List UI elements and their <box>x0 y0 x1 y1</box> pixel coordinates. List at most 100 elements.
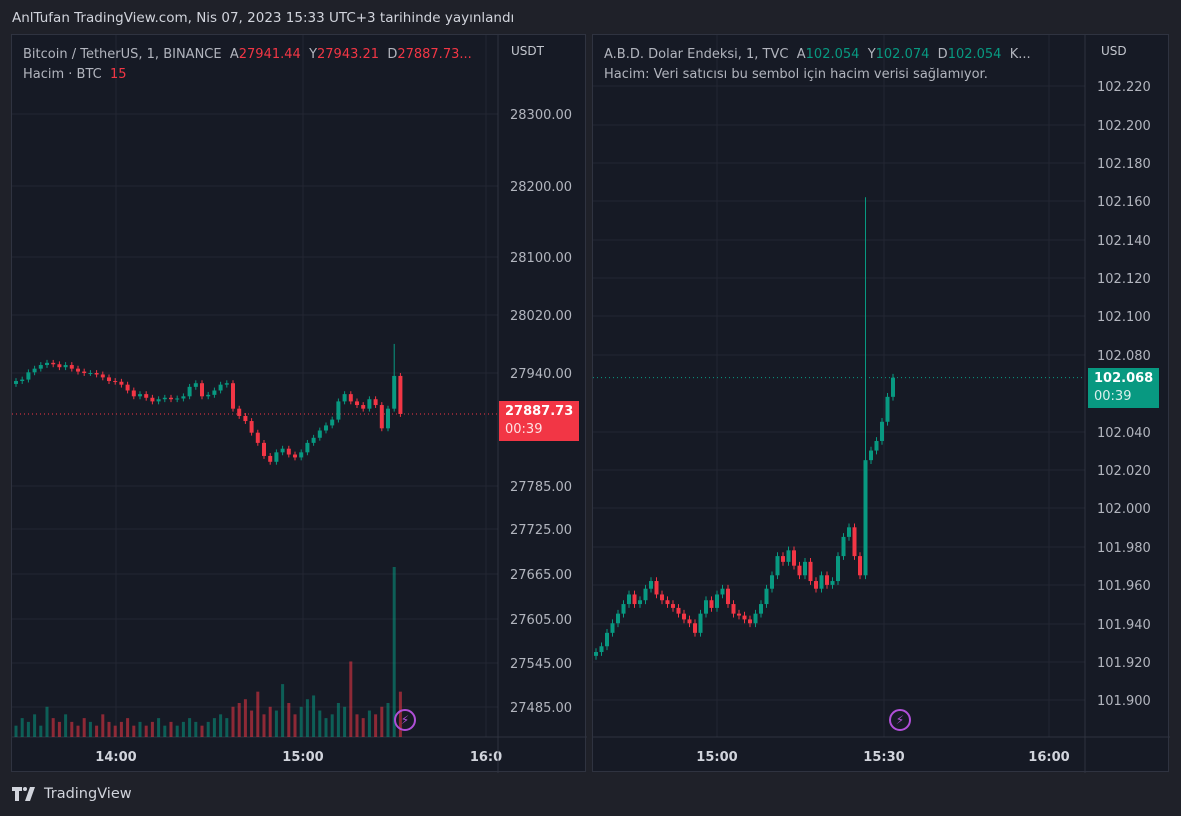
candle-body <box>243 415 248 422</box>
tradingview-logo-icon <box>12 787 35 801</box>
volume-bar <box>188 718 192 737</box>
volume-bar <box>88 721 92 737</box>
candle-body <box>398 375 403 414</box>
lightning-icon[interactable]: ⚡ <box>394 709 416 731</box>
volume-bar <box>330 714 334 737</box>
candle-body <box>255 432 260 443</box>
candle-body <box>231 383 235 409</box>
candle-body <box>808 561 813 582</box>
volume-bar <box>336 703 340 737</box>
price-tick: 27545.00 <box>510 657 572 672</box>
candle-body <box>786 550 791 562</box>
candle-body <box>825 575 829 585</box>
candle-body <box>373 399 378 406</box>
candle-body <box>880 421 884 441</box>
dxy-chart-canvas[interactable]: 102.220 102.200 102.180 102.160 102.140 102.1… <box>593 35 1170 773</box>
price-tick: 27605.00 <box>510 613 572 628</box>
currency-label[interactable]: USDT <box>511 44 544 58</box>
candle-body <box>342 394 347 402</box>
candle-body <box>726 588 730 605</box>
candle-body <box>781 556 785 562</box>
high-label: Y <box>867 47 876 62</box>
candle-body <box>94 373 99 375</box>
candle-body <box>193 383 198 387</box>
volume-bar <box>163 725 167 737</box>
candle-body <box>863 460 868 576</box>
time-tick: 15:00 <box>696 750 737 765</box>
price-tick: 101.900 <box>1097 694 1151 709</box>
candle-body <box>814 581 818 589</box>
volume-bar <box>219 714 223 737</box>
volume-bar <box>144 725 148 737</box>
candle-body <box>280 448 285 453</box>
volume-bar <box>262 714 266 737</box>
footer-brand[interactable]: TradingView <box>12 786 132 802</box>
chart-panel-dxy[interactable]: 102.220 102.200 102.180 102.160 102.140 102.1… <box>592 34 1170 773</box>
volume-bar <box>225 718 229 737</box>
candle-body <box>274 452 279 462</box>
candle-body <box>107 377 111 382</box>
symbol-name[interactable]: Bitcoin / TetherUS, 1, BINANCE <box>23 47 222 62</box>
volume-bar <box>367 710 371 737</box>
volume-bar <box>212 718 216 737</box>
candle-body <box>671 604 675 608</box>
candle-body <box>676 607 681 614</box>
price-tick: 28100.00 <box>510 251 572 266</box>
candle-body <box>206 394 211 397</box>
candle-body <box>330 419 335 426</box>
candle-body <box>63 365 68 368</box>
open-value: 102.054 <box>805 47 860 62</box>
candle-body <box>698 613 703 633</box>
candle-body <box>709 600 714 608</box>
volume-bar <box>57 721 61 737</box>
candle-body <box>311 437 316 443</box>
candle-body <box>268 455 273 462</box>
volume-bar <box>274 710 278 737</box>
price-tick: 102.200 <box>1097 119 1151 134</box>
candle-body <box>119 381 124 385</box>
high-value: 102.074 <box>875 47 930 62</box>
currency-label[interactable]: USD <box>1101 44 1127 58</box>
open-label: A <box>796 47 806 62</box>
price-tick: 102.100 <box>1097 310 1151 325</box>
candle-body <box>181 396 186 399</box>
candle-body <box>792 550 796 566</box>
candle-body <box>715 594 719 608</box>
high-label: Y <box>309 47 318 62</box>
candle-body <box>748 619 752 624</box>
candle-body <box>731 604 736 614</box>
volume-bar <box>200 725 204 737</box>
lightning-icon[interactable]: ⚡ <box>889 709 911 731</box>
candle-body <box>627 594 631 605</box>
countdown: 00:39 <box>505 422 543 437</box>
volume-bar <box>299 706 303 737</box>
dxy-legend: A.B.D. Dolar Endeksi, 1, TVC A102.054 Y1… <box>604 45 1031 85</box>
volume-bar <box>64 714 68 737</box>
candle-body <box>753 613 758 624</box>
price-tick: 102.020 <box>1097 464 1151 479</box>
last-price-tag: 102.068 00:39 <box>1088 368 1160 408</box>
candle-body <box>852 527 857 557</box>
time-tick: 16:0 <box>470 750 502 765</box>
candle-body <box>237 408 242 416</box>
chart-panel-btcusdt[interactable]: 28300.00 28200.00 28100.00 28020.00 27940.00… <box>11 34 587 773</box>
price-tick: 27485.00 <box>510 701 572 716</box>
candle-body <box>32 368 37 373</box>
volume-bar <box>312 695 316 737</box>
candle-body <box>693 623 697 633</box>
volume-bar <box>243 699 247 737</box>
volume-bar <box>386 703 390 737</box>
candle-body <box>51 362 56 365</box>
candle-body <box>150 397 155 402</box>
candle-body <box>212 390 217 395</box>
price-tick: 27665.00 <box>510 568 572 583</box>
volume-bar <box>206 721 210 737</box>
btc-chart-canvas[interactable]: 28300.00 28200.00 28100.00 28020.00 27940.00… <box>12 35 587 773</box>
candle-body <box>100 374 105 378</box>
symbol-name[interactable]: A.B.D. Dolar Endeksi, 1, TVC <box>604 47 789 62</box>
candle-body <box>88 373 93 375</box>
candle-body <box>299 452 304 458</box>
candle-body <box>286 448 291 455</box>
time-tick: 15:00 <box>282 750 323 765</box>
volume-value: 15 <box>110 67 127 82</box>
